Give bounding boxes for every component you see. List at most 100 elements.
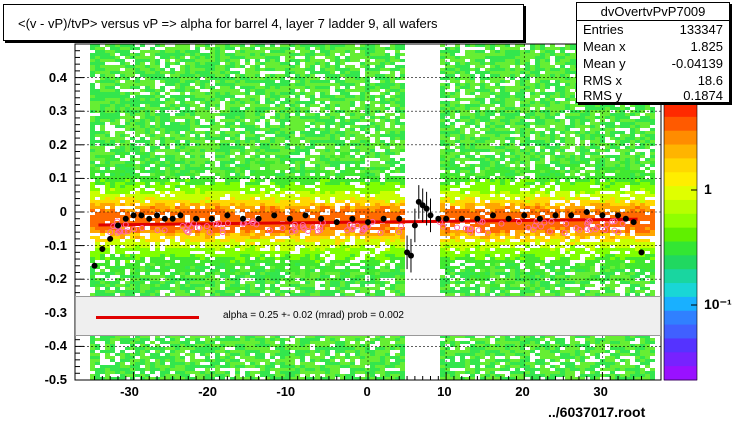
heatmap-cell — [115, 77, 120, 80]
heatmap-cell — [150, 53, 155, 56]
heatmap-cell — [270, 236, 275, 239]
heatmap-cell — [115, 113, 120, 116]
heatmap-cell — [265, 152, 270, 155]
heatmap-cell — [230, 92, 235, 95]
heatmap-cell — [250, 200, 255, 203]
heatmap-cell — [125, 44, 130, 47]
heatmap-cell — [285, 242, 290, 245]
heatmap-cell — [130, 164, 135, 167]
heatmap-cell — [210, 200, 215, 203]
heatmap-cell — [250, 266, 255, 269]
heatmap-cell — [215, 137, 220, 140]
heatmap-cell — [305, 92, 310, 95]
heatmap-cell — [295, 284, 300, 287]
heatmap-cell — [135, 119, 140, 122]
heatmap-cell — [325, 104, 330, 107]
heatmap-cell — [315, 155, 320, 158]
heatmap-cell — [155, 221, 160, 224]
heatmap-cell — [305, 197, 310, 200]
heatmap-cell — [250, 242, 255, 245]
heatmap-cell — [185, 107, 190, 110]
heatmap-cell — [355, 131, 360, 134]
heatmap-cell — [210, 98, 215, 101]
heatmap-cell — [190, 236, 195, 239]
heatmap-cell — [280, 116, 285, 119]
heatmap-cell — [110, 68, 115, 71]
heatmap-cell — [220, 80, 225, 83]
heatmap-cell — [190, 59, 195, 62]
heatmap-cell — [290, 263, 295, 266]
heatmap-cell — [235, 362, 240, 365]
heatmap-cell — [185, 266, 190, 269]
heatmap-cell — [125, 107, 130, 110]
heatmap-cell — [320, 155, 325, 158]
heatmap-cell — [215, 347, 220, 350]
heatmap-cell — [245, 224, 250, 227]
heatmap-cell — [300, 212, 305, 215]
heatmap-cell — [100, 182, 105, 185]
heatmap-cell — [160, 116, 165, 119]
heatmap-cell — [175, 131, 180, 134]
heatmap-cell — [325, 98, 330, 101]
heatmap-cell — [210, 185, 215, 188]
heatmap-cell — [100, 200, 105, 203]
heatmap-cell — [320, 242, 325, 245]
heatmap-cell — [260, 338, 265, 341]
heatmap-cell — [170, 125, 175, 128]
heatmap-cell — [110, 53, 115, 56]
heatmap-cell — [340, 89, 345, 92]
heatmap-cell — [245, 200, 250, 203]
heatmap-cell — [160, 86, 165, 89]
heatmap-cell — [345, 272, 350, 275]
heatmap-cell — [280, 197, 285, 200]
heatmap-cell — [125, 125, 130, 128]
heatmap-cell — [115, 365, 120, 368]
heatmap-cell — [195, 347, 200, 350]
heatmap-cell — [180, 254, 185, 257]
heatmap-cell — [275, 119, 280, 122]
heatmap-cell — [315, 245, 320, 248]
heatmap-cell — [125, 83, 130, 86]
heatmap-cell — [220, 50, 225, 53]
heatmap-cell — [150, 50, 155, 53]
heatmap-cell — [300, 359, 305, 362]
heatmap-cell — [325, 353, 330, 356]
heatmap-cell — [135, 110, 140, 113]
heatmap-cell — [255, 149, 260, 152]
heatmap-cell — [175, 143, 180, 146]
heatmap-cell — [140, 137, 145, 140]
heatmap-cell — [315, 218, 320, 221]
heatmap-cell — [180, 344, 185, 347]
heatmap-cell — [270, 95, 275, 98]
heatmap-cell — [250, 251, 255, 254]
heatmap-cell — [215, 281, 220, 284]
heatmap-cell — [355, 167, 360, 170]
heatmap-cell — [300, 179, 305, 182]
heatmap-cell — [300, 278, 305, 281]
heatmap-cell — [175, 74, 180, 77]
heatmap-cell — [335, 59, 340, 62]
heatmap-cell — [280, 53, 285, 56]
heatmap-cell — [110, 95, 115, 98]
heatmap-cell — [315, 83, 320, 86]
heatmap-cell — [230, 245, 235, 248]
heatmap-cell — [120, 59, 125, 62]
heatmap-cell — [210, 89, 215, 92]
heatmap-cell — [320, 371, 325, 374]
heatmap-cell — [325, 269, 330, 272]
heatmap-cell — [180, 89, 185, 92]
heatmap-cell — [185, 245, 190, 248]
heatmap-cell — [350, 191, 355, 194]
heatmap-cell — [130, 254, 135, 257]
heatmap-cell — [305, 53, 310, 56]
heatmap-cell — [225, 119, 230, 122]
heatmap-cell — [250, 287, 255, 290]
heatmap-cell — [335, 134, 340, 137]
heatmap-cell — [190, 197, 195, 200]
heatmap-cell — [105, 65, 110, 68]
heatmap-cell — [140, 62, 145, 65]
heatmap-cell — [210, 176, 215, 179]
heatmap-cell — [205, 188, 210, 191]
heatmap-cell — [120, 353, 125, 356]
heatmap-cell — [205, 272, 210, 275]
